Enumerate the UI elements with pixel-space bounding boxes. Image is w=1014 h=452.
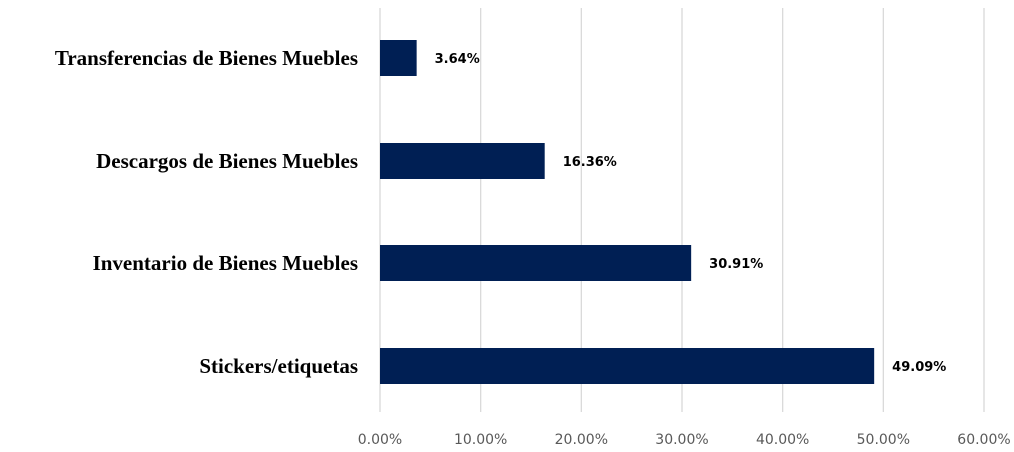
category-labels: Transferencias de Bienes Muebles Descargo… [55, 46, 358, 378]
bar [380, 40, 417, 76]
data-label: 3.64% [435, 52, 480, 67]
category-label: Stickers/etiquetas [199, 354, 358, 378]
category-label: Transferencias de Bienes Muebles [55, 46, 358, 70]
x-axis-tick-labels: 0.00% 10.00% 20.00% 30.00% 40.00% 50.00% 60.00… [358, 432, 1011, 448]
x-tick-label: 60.00% [957, 432, 1010, 448]
x-tick-label: 20.00% [555, 432, 608, 448]
data-label: 16.36% [563, 155, 617, 170]
x-tick-label: 30.00% [655, 432, 708, 448]
bars [380, 40, 875, 384]
x-tick-label: 10.00% [454, 432, 507, 448]
category-label: Inventario de Bienes Muebles [93, 251, 358, 275]
bar [380, 143, 545, 179]
bar [380, 245, 692, 281]
data-labels: 3.64% 16.36% 30.91% 49.09% [435, 52, 947, 375]
data-label: 30.91% [709, 257, 763, 272]
x-tick-label: 0.00% [358, 432, 402, 448]
x-tick-label: 40.00% [756, 432, 809, 448]
x-tick-label: 50.00% [857, 432, 910, 448]
gridlines [379, 8, 985, 412]
data-label: 49.09% [892, 360, 946, 375]
bar [380, 348, 875, 384]
category-label: Descargos de Bienes Muebles [96, 149, 358, 173]
